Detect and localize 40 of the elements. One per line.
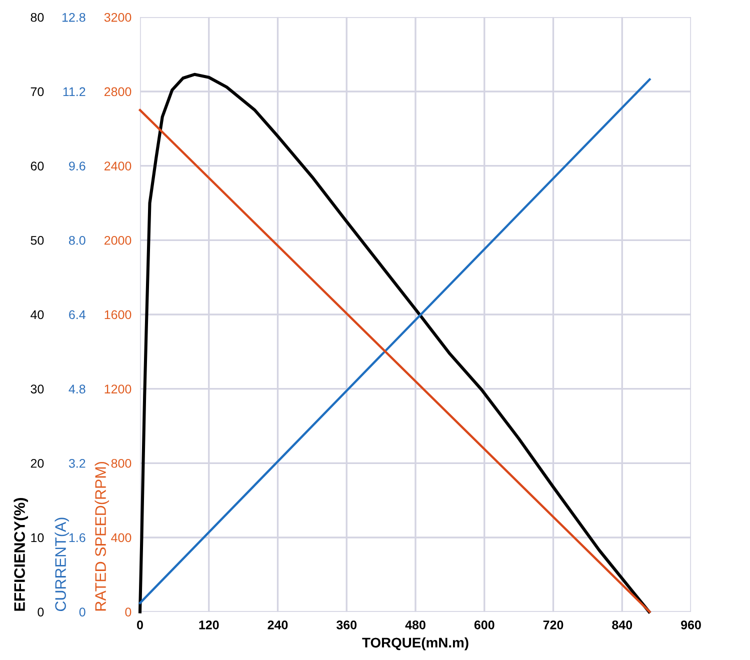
y3-tick-label: 1200 [104,384,132,394]
y-tick-label: 70 [30,87,44,96]
y-tick-label: 80 [30,12,44,22]
y2-tick-label: 12.8 [62,12,86,22]
y3-tick-label: 2000 [104,236,132,245]
y2-tick-label: 6.4 [69,310,86,320]
y2-tick-label: 9.6 [69,162,86,170]
y3-tick-label: 3200 [104,12,132,22]
y-tick-label: 50 [30,236,44,245]
y3-tick-label: 0 [125,608,132,616]
x-tick-label: 0 [137,620,143,630]
y2-tick-label: 0 [79,608,86,616]
x-tick-label: 600 [474,620,494,630]
x-tick-label: 360 [336,620,357,630]
y3-axis-title: RATED SPEED(RPM) [94,462,109,611]
y3-tick-label: 1600 [104,310,132,320]
y2-tick-label: 1.6 [69,533,86,542]
y2-axis-title: CURRENT(A) [54,518,69,612]
y-axis-title: EFFICIENCY(%) [14,498,28,611]
y2-tick-label: 11.2 [63,87,86,96]
y3-tick-label: 2800 [104,87,132,96]
y3-tick-label: 400 [111,533,132,542]
y3-tick-label: 800 [111,458,132,468]
y-tick-label: 30 [30,384,44,394]
y2-tick-label: 8.0 [69,236,86,245]
x-tick-label: 720 [543,620,564,630]
y2-tick-label: 3.2 [68,458,86,468]
y-tick-label: 0 [38,608,44,616]
y-tick-label: 40 [30,310,44,320]
y2-tick-label: 4.8 [68,384,86,394]
y-tick-label: 10 [31,533,44,542]
y-tick-label: 20 [30,458,44,468]
x-axis-title: TORQUE(mN.m) [362,637,468,650]
x-tick-label: 480 [405,620,426,630]
x-tick-label: 960 [681,620,701,630]
y-tick-label: 60 [30,162,44,170]
x-tick-label: 240 [268,620,288,630]
y3-tick-label: 2400 [104,162,132,170]
x-tick-label: 120 [199,620,219,630]
x-tick-label: 840 [612,620,632,630]
